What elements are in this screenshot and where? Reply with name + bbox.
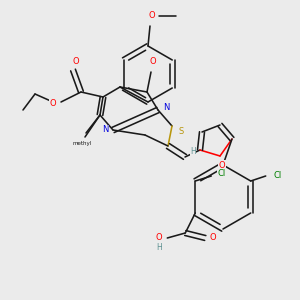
Text: O: O (210, 233, 217, 242)
Text: O: O (150, 58, 156, 67)
Text: O: O (156, 232, 163, 242)
Text: H: H (156, 242, 162, 251)
Text: Cl: Cl (274, 170, 282, 179)
Text: O: O (73, 58, 79, 67)
Text: O: O (149, 11, 155, 20)
Text: N: N (102, 125, 108, 134)
Text: H: H (190, 148, 196, 157)
Text: N: N (163, 103, 169, 112)
Text: S: S (178, 127, 184, 136)
Text: methyl: methyl (72, 140, 92, 146)
Text: O: O (50, 98, 56, 107)
Text: Cl: Cl (217, 169, 225, 178)
Text: O: O (219, 160, 225, 169)
